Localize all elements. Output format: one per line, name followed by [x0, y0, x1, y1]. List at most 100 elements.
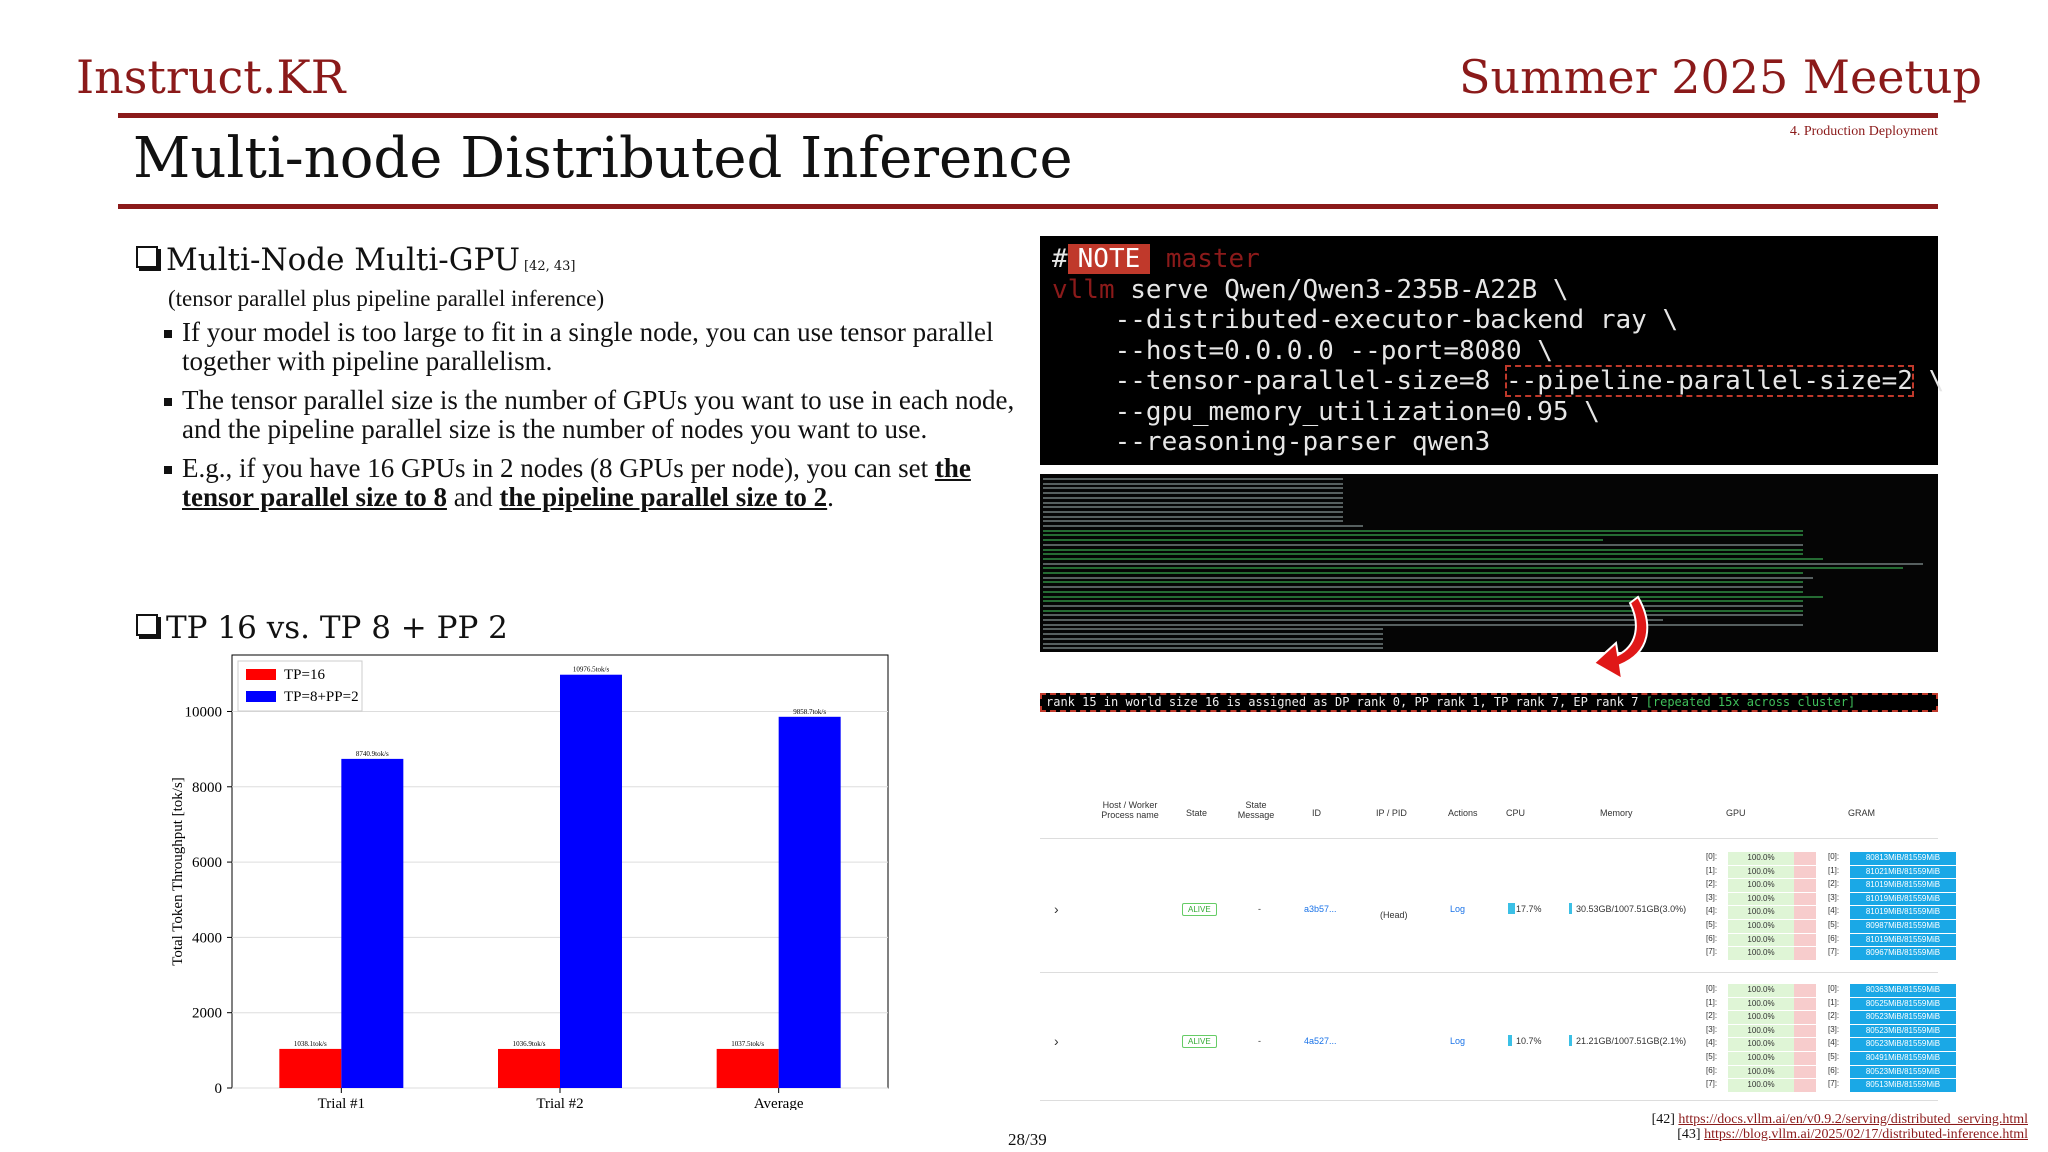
log-line: [1043, 529, 1803, 532]
gpu-index-label: [4]:: [1706, 906, 1718, 916]
gpu-usage-cell: 100.0%: [1728, 984, 1794, 997]
gpu-usage-pad: [1794, 852, 1816, 865]
event-name: Summer 2025 Meetup: [1458, 50, 1982, 104]
gram-index-label: [3]:: [1828, 1024, 1840, 1034]
gram-index-label: [0]:: [1828, 852, 1840, 861]
cpu-bar: [1508, 903, 1516, 914]
list-item: If your model is too large to fit in a s…: [162, 318, 1032, 376]
expand-chevron-icon[interactable]: ›: [1054, 1033, 1059, 1049]
gpu-index-label: [4]:: [1706, 1038, 1718, 1048]
col-header: CPU: [1506, 808, 1526, 818]
log-line: [1043, 478, 1343, 480]
gram-usage-cell: 80491MiB/81559MiB: [1850, 1052, 1956, 1065]
gram-index-label: [2]:: [1828, 879, 1840, 889]
log-line: [1043, 510, 1343, 513]
log-line: [1043, 506, 1343, 509]
gpu-usage-cell: 100.0%: [1728, 852, 1794, 865]
reference-item: [42] https://docs.vllm.ai/en/v0.9.2/serv…: [1651, 1112, 2028, 1127]
gpu-usage-cell: 100.0%: [1728, 997, 1794, 1011]
gram-usage-cell: 80523MiB/81559MiB: [1850, 1011, 1956, 1024]
gpu-usage-cell: 100.0%: [1728, 865, 1794, 879]
y-tick-label: 6000: [192, 855, 222, 871]
log-line: [1043, 595, 1823, 598]
gpu-usage-pad: [1794, 997, 1816, 1011]
gram-usage-cell: 81021MiB/81559MiB: [1850, 865, 1956, 879]
log-link[interactable]: Log: [1450, 1036, 1466, 1046]
log-output-screenshot: [1040, 474, 1938, 652]
gpu-index-label: [6]:: [1706, 1065, 1718, 1075]
gpu-index-label: [5]:: [1706, 920, 1718, 929]
gpu-usage-pad: [1794, 865, 1816, 879]
terminal-command-block: # NOTE master vllm serve Qwen/Qwen3-235B-…: [1040, 236, 1944, 465]
gpu-usage-pad: [1794, 1052, 1816, 1065]
log-line: [1043, 562, 1923, 565]
gpu-index-label: [6]:: [1706, 933, 1718, 943]
reference-link[interactable]: https://blog.vllm.ai/2025/02/17/distribu…: [1704, 1127, 2028, 1142]
header-rule-bottom: [118, 204, 1938, 209]
gram-index-label: [7]:: [1828, 1079, 1840, 1089]
gpu-usage-cell: 100.0%: [1728, 920, 1794, 933]
y-tick-label: 10000: [185, 704, 223, 720]
memory-value: 30.53GB/1007.51GB(3.0%): [1576, 904, 1687, 914]
log-line: [1043, 548, 1803, 551]
log-line: [1043, 637, 1383, 640]
pipeline-parallel-highlight: --pipeline-parallel-size=2: [1504, 365, 1914, 397]
gram-usage-cell: 80967MiB/81559MiB: [1850, 947, 1956, 960]
worker-id-link[interactable]: 4a527...: [1304, 1036, 1337, 1046]
col-header: Actions: [1448, 808, 1478, 818]
log-line: [1043, 572, 1803, 574]
data-label: 1037.5tok/s: [731, 1040, 764, 1048]
gram-usage-cell: 81019MiB/81559MiB: [1850, 879, 1956, 892]
data-label: 9858.7tok/s: [793, 708, 826, 716]
log-line: [1043, 642, 1383, 645]
log-line: [1043, 576, 1813, 579]
legend-swatch: [246, 691, 276, 702]
cpu-bar: [1508, 1035, 1513, 1046]
reference-link[interactable]: https://docs.vllm.ai/en/v0.9.2/serving/d…: [1678, 1112, 2028, 1127]
bar: [498, 1048, 560, 1088]
log-line: [1043, 543, 1803, 546]
log-line: [1043, 609, 1803, 612]
y-axis-label: Total Token Throughput [tok/s]: [170, 777, 186, 966]
gram-index-label: [5]:: [1828, 920, 1840, 929]
brand-name: Instruct.KR: [76, 50, 346, 104]
slide-title: Multi-node Distributed Inference: [133, 126, 1073, 191]
log-line: [1043, 586, 1803, 589]
gram-usage-cell: 80523MiB/81559MiB: [1850, 1065, 1956, 1079]
log-link[interactable]: Log: [1450, 904, 1466, 914]
gpu-index-label: [0]:: [1706, 852, 1718, 861]
log-line: [1043, 525, 1363, 527]
status-badge: ALIVE: [1182, 1035, 1217, 1048]
gpu-usage-pad: [1794, 947, 1816, 960]
checkbox-square-icon: [136, 614, 158, 636]
x-tick-label: Trial #2: [536, 1096, 583, 1110]
divider: [1040, 838, 1938, 839]
header-rule-top: [118, 113, 1938, 118]
divider: [1040, 1100, 1938, 1101]
gram-index-label: [2]:: [1828, 1011, 1840, 1021]
gpu-usage-pad: [1794, 906, 1816, 919]
gpu-usage-pad: [1794, 1024, 1816, 1038]
gpu-index-label: [2]:: [1706, 1011, 1718, 1021]
gram-usage-cell: 80523MiB/81559MiB: [1850, 1038, 1956, 1051]
log-line: [1043, 647, 1383, 650]
gpu-index-label: [1]:: [1706, 865, 1718, 875]
gram-index-label: [1]:: [1828, 865, 1840, 875]
worker-id-link[interactable]: a3b57...: [1304, 904, 1337, 914]
red-arrow-icon: [1592, 595, 1649, 681]
data-label: 1036.9tok/s: [513, 1040, 546, 1048]
bullet-subtitle: (tensor parallel plus pipeline parallel …: [168, 286, 605, 311]
col-header: ID: [1312, 808, 1321, 818]
gpu-index-label: [0]:: [1706, 984, 1718, 993]
gpu-index-label: [5]:: [1706, 1052, 1718, 1061]
bullet-heading-2: TP 16 vs. TP 8 + PP 2: [136, 610, 508, 646]
expand-chevron-icon[interactable]: ›: [1054, 901, 1059, 917]
gram-usage-cell: 81019MiB/81559MiB: [1850, 892, 1956, 906]
log-line: [1043, 501, 1343, 504]
log-line: [1043, 600, 1803, 603]
data-label: 1038.1tok/s: [294, 1040, 327, 1048]
log-line: [1043, 628, 1383, 631]
gpu-usage-cell: 100.0%: [1728, 1052, 1794, 1065]
data-label: 10976.5tok/s: [573, 666, 610, 674]
legend-label: TP=16: [284, 667, 325, 683]
